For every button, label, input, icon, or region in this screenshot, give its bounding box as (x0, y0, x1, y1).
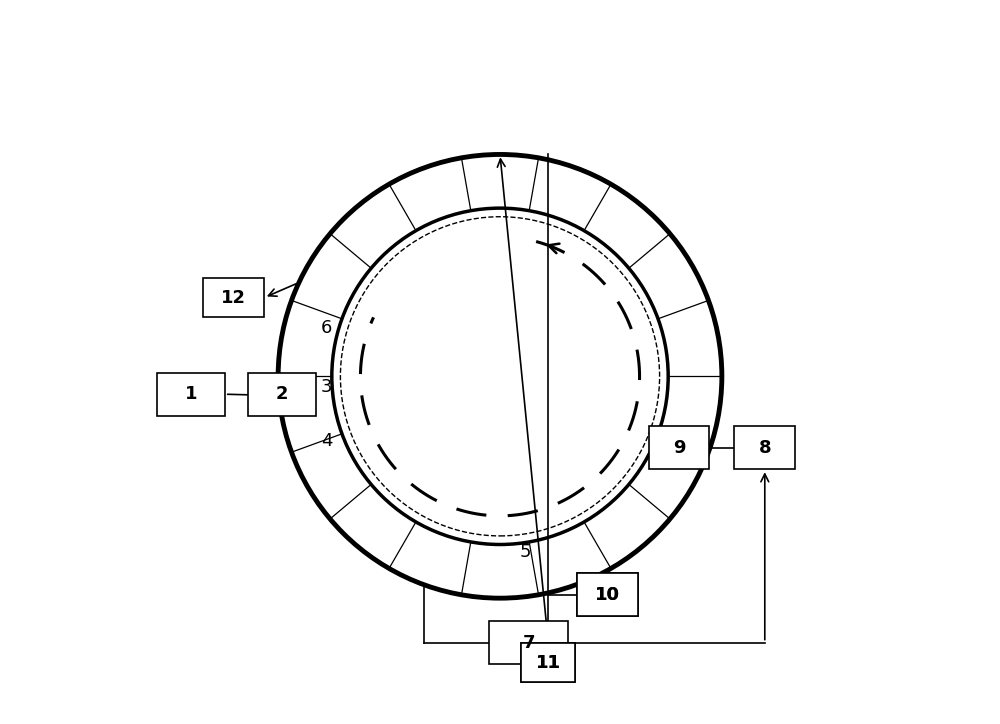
Text: 3: 3 (321, 378, 333, 396)
Circle shape (332, 208, 668, 544)
Text: 10: 10 (595, 586, 620, 604)
Text: 1: 1 (185, 385, 197, 403)
Text: 11: 11 (535, 654, 560, 672)
Text: 8: 8 (758, 439, 771, 457)
FancyBboxPatch shape (649, 426, 709, 469)
Text: 11: 11 (535, 654, 560, 672)
FancyBboxPatch shape (577, 573, 638, 616)
FancyBboxPatch shape (203, 278, 264, 317)
Text: 6: 6 (321, 319, 332, 337)
FancyBboxPatch shape (577, 573, 638, 616)
Text: 5: 5 (519, 543, 531, 560)
FancyBboxPatch shape (248, 373, 316, 416)
Text: 9: 9 (673, 439, 685, 457)
FancyBboxPatch shape (489, 621, 568, 664)
FancyBboxPatch shape (734, 426, 795, 469)
Text: 7: 7 (522, 634, 535, 652)
FancyBboxPatch shape (157, 373, 225, 416)
Text: 4: 4 (321, 432, 333, 450)
FancyBboxPatch shape (521, 643, 575, 682)
Text: 10: 10 (595, 586, 620, 604)
Text: 12: 12 (221, 289, 246, 306)
Text: 2: 2 (275, 385, 288, 403)
FancyBboxPatch shape (521, 643, 575, 682)
